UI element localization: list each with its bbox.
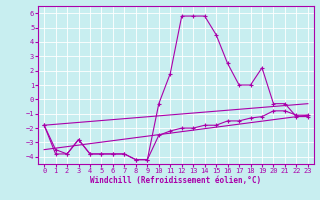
X-axis label: Windchill (Refroidissement éolien,°C): Windchill (Refroidissement éolien,°C)	[91, 176, 261, 185]
